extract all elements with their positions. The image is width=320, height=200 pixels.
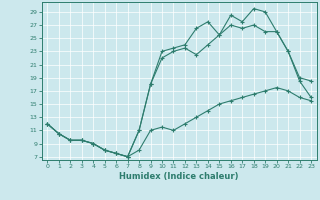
X-axis label: Humidex (Indice chaleur): Humidex (Indice chaleur) <box>119 172 239 181</box>
